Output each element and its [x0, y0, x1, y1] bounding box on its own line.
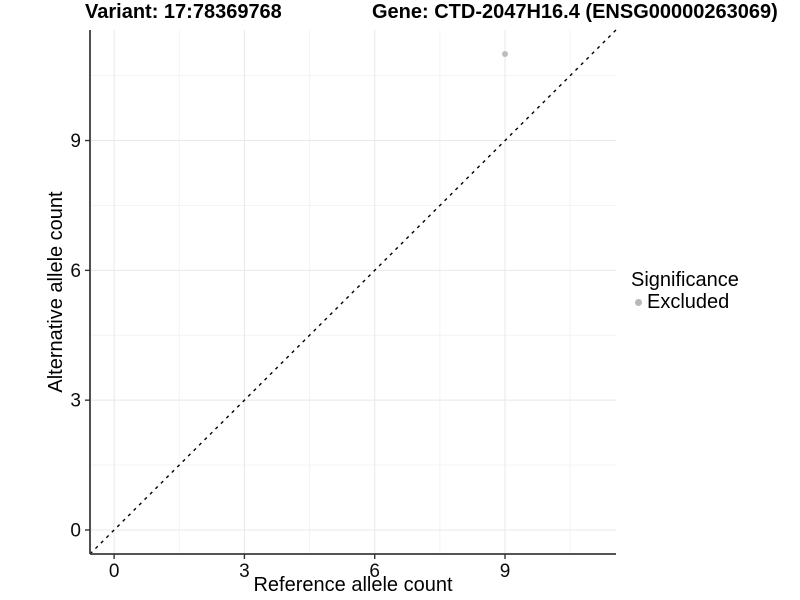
- x-tick-label: 3: [239, 561, 250, 582]
- data-point: [502, 51, 509, 58]
- x-axis-title: Reference allele count: [253, 574, 453, 596]
- y-tick-label: 6: [70, 261, 81, 282]
- legend-entry: Excluded: [631, 292, 739, 312]
- x-tick-label: 9: [500, 561, 511, 582]
- y-tick-label: 3: [70, 391, 81, 412]
- legend-title: Significance: [631, 269, 739, 291]
- plot-title-gene: Gene: CTD-2047H16.4 (ENSG00000263069): [372, 1, 778, 23]
- y-tick-label: 0: [70, 520, 81, 541]
- x-tick-label: 6: [369, 561, 380, 582]
- x-tick-label: 0: [109, 561, 120, 582]
- y-tick-label: 9: [70, 131, 81, 152]
- legend-key-point-icon: [635, 298, 642, 306]
- y-axis-title: Alternative allele count: [45, 191, 67, 393]
- identity-dashed-line: [89, 29, 617, 555]
- plot-title-variant: Variant: 17:78369768: [85, 1, 282, 23]
- legend: Significance Excluded: [631, 269, 739, 313]
- legend-entries: Excluded: [631, 292, 739, 312]
- legend-entry-label: Excluded: [647, 291, 730, 313]
